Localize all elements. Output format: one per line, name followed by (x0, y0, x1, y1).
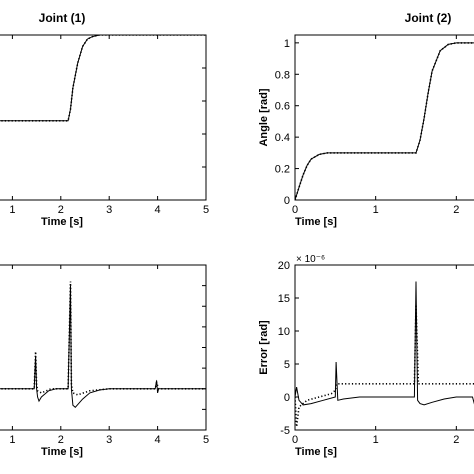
x-tick-label: 3 (106, 204, 112, 216)
plot-frame (294, 34, 474, 201)
axis-exponent-label: × 10⁻⁶ (296, 254, 325, 265)
y-axis-label: Angle [rad] (258, 88, 270, 146)
panel-title: Joint (1) (39, 11, 86, 25)
y-tick-label: 10 (278, 326, 290, 338)
x-tick-label: 1 (373, 204, 379, 216)
series-line-solid (0, 285, 206, 408)
x-axis-label: Time [s] (295, 446, 337, 458)
y-tick-label: 0.2 (275, 164, 290, 176)
x-axis-label: Time [s] (41, 216, 83, 228)
y-tick-label: 0.4 (275, 132, 290, 144)
y-tick-label: 1 (284, 38, 290, 50)
x-tick-label: 0 (292, 434, 298, 446)
y-tick-label: 0.8 (275, 69, 290, 81)
y-tick-label: 20 (278, 260, 290, 272)
plot-frame (0, 34, 207, 201)
series-line-dotted (0, 281, 206, 396)
x-tick-label: 1 (373, 434, 379, 446)
x-tick-label: 0 (292, 204, 298, 216)
x-tick-label: 5 (203, 434, 209, 446)
series-line-dotted (295, 42, 474, 200)
series-line-dotted (295, 304, 474, 427)
series-line-solid (295, 281, 474, 406)
plot-frame (294, 264, 474, 431)
panel-title: Joint (2) (405, 11, 452, 25)
y-tick-label: 5 (284, 359, 290, 371)
x-axis-label: Time [s] (41, 446, 83, 458)
series-line-dotted (0, 35, 206, 122)
x-tick-label: 1 (9, 204, 15, 216)
y-tick-label: 0.6 (275, 101, 290, 113)
y-tick-label: 0 (284, 195, 290, 207)
x-tick-label: 2 (453, 434, 459, 446)
y-tick-label: 0 (284, 392, 290, 404)
y-tick-label: 15 (278, 293, 290, 305)
x-tick-label: 4 (155, 204, 161, 216)
plot-frame (0, 264, 207, 431)
x-tick-label: 2 (58, 204, 64, 216)
chart-p1: 1 2 3 4 5 Joint (1) Time [s] (0, 11, 209, 228)
x-axis-label: Time [s] (295, 216, 337, 228)
x-tick-label: 3 (106, 434, 112, 446)
y-axis-label: Error [rad] (258, 320, 270, 375)
x-tick-label: 2 (453, 204, 459, 216)
x-tick-label: 4 (155, 434, 161, 446)
series-line-solid (295, 42, 474, 200)
y-tick-label: -5 (280, 425, 290, 437)
x-tick-label: 1 (9, 434, 15, 446)
x-tick-label: 5 (203, 204, 209, 216)
chart-p3: 1 2 3 4 5 Time [s] (0, 264, 209, 458)
series-line-solid (0, 35, 206, 122)
x-tick-label: 2 (58, 434, 64, 446)
